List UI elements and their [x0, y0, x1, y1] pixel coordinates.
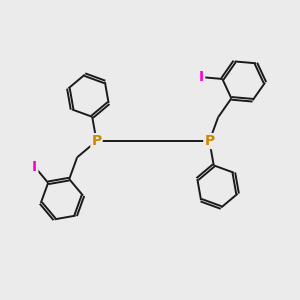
- Text: P: P: [92, 134, 102, 148]
- Text: P: P: [204, 134, 214, 148]
- Text: I: I: [199, 70, 204, 84]
- Text: I: I: [32, 160, 37, 174]
